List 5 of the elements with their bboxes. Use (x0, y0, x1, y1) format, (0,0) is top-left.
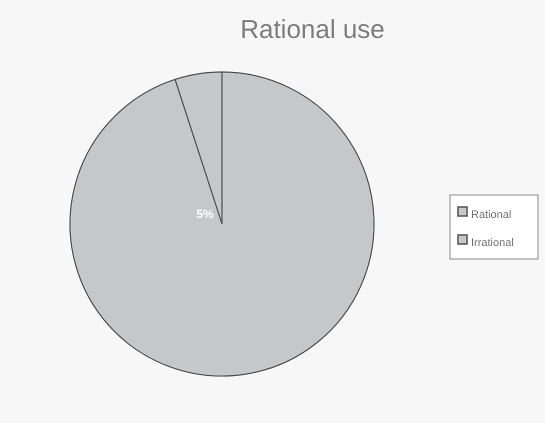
legend-label: Rational (471, 209, 512, 221)
data-label: 5% (196, 207, 214, 221)
chart-title: Rational use (240, 14, 385, 44)
legend-label: Irrational (471, 237, 514, 249)
pie-slice (70, 71, 375, 377)
